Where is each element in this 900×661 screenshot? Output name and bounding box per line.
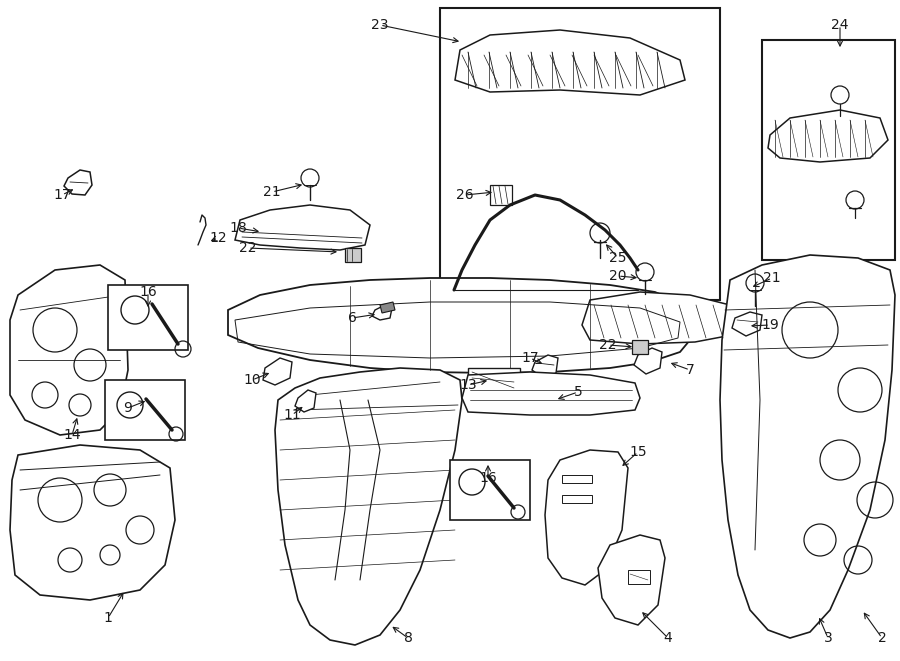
Text: 21: 21 <box>763 271 781 285</box>
Text: 2: 2 <box>878 631 886 645</box>
Text: 16: 16 <box>140 285 157 299</box>
Text: 5: 5 <box>573 385 582 399</box>
Polygon shape <box>720 255 895 638</box>
Polygon shape <box>295 390 316 412</box>
Bar <box>490 185 512 205</box>
Text: 17: 17 <box>53 188 71 202</box>
Bar <box>632 340 648 354</box>
Text: 14: 14 <box>63 428 81 442</box>
Text: 20: 20 <box>609 269 626 283</box>
Text: 9: 9 <box>123 401 132 415</box>
Text: 18: 18 <box>230 221 247 235</box>
Text: 24: 24 <box>832 18 849 32</box>
Polygon shape <box>10 265 128 435</box>
Bar <box>562 495 592 503</box>
Bar <box>468 368 520 390</box>
Text: 7: 7 <box>686 363 695 377</box>
Polygon shape <box>228 278 695 373</box>
Text: 26: 26 <box>456 188 473 202</box>
Text: 1: 1 <box>104 611 112 625</box>
Bar <box>345 248 361 262</box>
Polygon shape <box>634 348 662 374</box>
Text: 25: 25 <box>609 251 626 265</box>
Polygon shape <box>455 30 685 95</box>
Text: 15: 15 <box>629 445 647 459</box>
Bar <box>628 570 650 584</box>
Text: 10: 10 <box>243 373 261 387</box>
Polygon shape <box>372 305 392 320</box>
Text: 13: 13 <box>459 378 477 392</box>
Bar <box>440 8 720 300</box>
Polygon shape <box>10 445 175 600</box>
Text: 3: 3 <box>824 631 832 645</box>
Text: 17: 17 <box>521 351 539 365</box>
Polygon shape <box>582 292 738 344</box>
Polygon shape <box>462 372 640 415</box>
Polygon shape <box>545 450 628 585</box>
Text: 23: 23 <box>371 18 389 32</box>
Text: 4: 4 <box>663 631 672 645</box>
Text: 22: 22 <box>239 241 256 255</box>
Polygon shape <box>263 358 292 385</box>
Polygon shape <box>732 312 762 336</box>
Polygon shape <box>598 535 665 625</box>
Bar <box>105 380 185 440</box>
Text: 19: 19 <box>761 318 778 332</box>
Polygon shape <box>235 205 370 250</box>
Text: 22: 22 <box>599 338 616 352</box>
Text: 16: 16 <box>479 471 497 485</box>
Text: 6: 6 <box>347 311 356 325</box>
Text: 21: 21 <box>263 185 281 199</box>
Bar <box>762 40 895 260</box>
Bar <box>562 475 592 483</box>
Bar <box>108 285 188 350</box>
Polygon shape <box>64 170 92 195</box>
Bar <box>450 460 530 520</box>
Text: 8: 8 <box>403 631 412 645</box>
Polygon shape <box>532 355 558 378</box>
Polygon shape <box>380 302 395 313</box>
Polygon shape <box>768 110 888 162</box>
Text: 11: 11 <box>284 408 301 422</box>
Text: 12: 12 <box>209 231 227 245</box>
Polygon shape <box>275 368 462 645</box>
